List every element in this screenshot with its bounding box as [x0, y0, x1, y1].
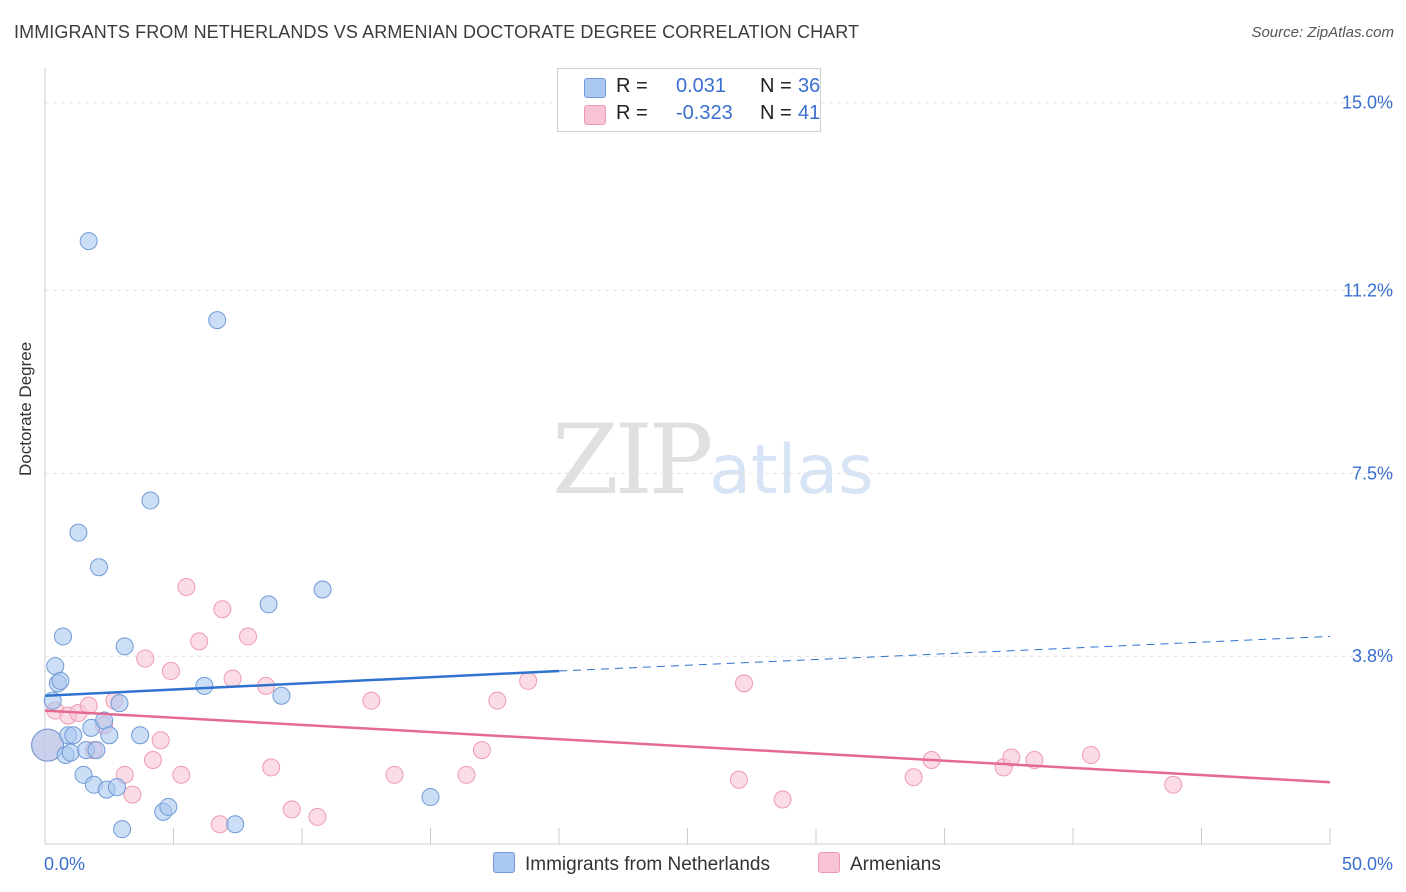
- netherlands-point: [51, 671, 70, 690]
- netherlands-trendline-extension: [558, 635, 1331, 672]
- netherlands-point: [115, 637, 134, 656]
- y-axis-label: Doctorate Degree: [16, 341, 35, 476]
- chart-title: IMMIGRANTS FROM NETHERLANDS VS ARMENIAN …: [14, 22, 860, 42]
- armenians-point: [213, 600, 232, 619]
- y-tick-label: 7.5%: [1352, 463, 1393, 483]
- y-tick-label: 11.2%: [1343, 281, 1393, 301]
- armenians-point: [1025, 750, 1044, 769]
- armenians-point: [282, 800, 301, 819]
- watermark-zip: ZIP: [552, 404, 713, 516]
- netherlands-point: [195, 676, 214, 695]
- n-value: 41: [798, 102, 821, 124]
- netherlands-trendline: [44, 669, 560, 697]
- netherlands-point: [313, 580, 332, 599]
- netherlands-point: [53, 627, 72, 646]
- netherlands-point: [110, 694, 129, 713]
- n-value: 36: [798, 75, 821, 97]
- armenians-point: [151, 731, 170, 750]
- armenians-point: [904, 768, 923, 787]
- armenians-point: [123, 785, 142, 804]
- stats-legend-box: R = 0.031 N = 36 R = -0.323 N = 41: [557, 68, 821, 132]
- r-label: R =: [616, 102, 648, 124]
- x-tick-label: 0.0%: [44, 854, 85, 874]
- armenians-point: [472, 741, 491, 760]
- armenians-swatch: [584, 105, 606, 125]
- armenians-trendline: [44, 709, 1331, 784]
- netherlands-point: [421, 788, 440, 807]
- netherlands-point: [31, 728, 65, 762]
- armenians-point: [136, 649, 155, 668]
- legend-swatch-netherlands: [493, 852, 515, 873]
- armenians-point: [161, 662, 180, 681]
- legend-label-netherlands: Immigrants from Netherlands: [525, 854, 770, 875]
- netherlands-swatch: [584, 78, 606, 98]
- y-tick-label: 15.0%: [1342, 93, 1393, 113]
- n-label: N =: [760, 102, 792, 124]
- netherlands-point: [61, 743, 80, 762]
- netherlands-point: [69, 523, 88, 542]
- armenians-point: [308, 807, 327, 826]
- source-label: Source: ZipAtlas.com: [1251, 24, 1394, 41]
- r-value: 0.031: [676, 75, 727, 97]
- legend-swatch-armenians: [818, 852, 840, 873]
- armenians-point: [519, 671, 538, 690]
- armenians-point: [488, 691, 507, 710]
- netherlands-point: [131, 726, 150, 745]
- netherlands-point: [64, 726, 83, 745]
- netherlands-point: [79, 232, 98, 251]
- armenians-point: [457, 765, 476, 784]
- netherlands-point: [159, 797, 178, 816]
- legend-label-armenians: Armenians: [850, 854, 941, 875]
- armenians-point: [1164, 775, 1183, 794]
- armenians-point: [190, 632, 209, 651]
- armenians-point: [362, 691, 381, 710]
- armenians-point: [729, 770, 748, 789]
- armenians-point: [1081, 746, 1100, 765]
- armenians-point: [172, 765, 191, 784]
- armenians-point: [143, 750, 162, 769]
- armenians-point: [735, 674, 754, 693]
- netherlands-point: [141, 491, 160, 510]
- armenians-point: [1002, 748, 1021, 767]
- armenians-point: [177, 578, 196, 597]
- netherlands-point: [259, 595, 278, 614]
- armenians-point: [385, 765, 404, 784]
- netherlands-point: [208, 311, 227, 330]
- armenians-point: [773, 790, 792, 809]
- netherlands-point: [89, 558, 108, 577]
- watermark-atlas: atlas: [709, 431, 874, 510]
- x-tick-label: 50.0%: [1342, 854, 1393, 874]
- netherlands-point: [100, 726, 119, 745]
- y-tick-label: 3.8%: [1352, 646, 1393, 666]
- netherlands-point: [272, 686, 291, 705]
- netherlands-point: [226, 815, 245, 834]
- armenians-point: [262, 758, 281, 777]
- netherlands-point: [87, 741, 106, 760]
- legend-item-armenians: Armenians: [818, 852, 941, 876]
- r-label: R =: [616, 75, 648, 97]
- r-value: -0.323: [676, 102, 733, 124]
- legend-item-netherlands: Immigrants from Netherlands: [493, 852, 770, 876]
- armenians-point: [239, 627, 258, 646]
- n-label: N =: [760, 75, 792, 97]
- netherlands-point: [107, 778, 126, 797]
- watermark: ZIPatlas: [552, 404, 874, 516]
- armenians-point: [210, 815, 229, 834]
- netherlands-point: [113, 820, 132, 839]
- armenians-point: [223, 669, 242, 688]
